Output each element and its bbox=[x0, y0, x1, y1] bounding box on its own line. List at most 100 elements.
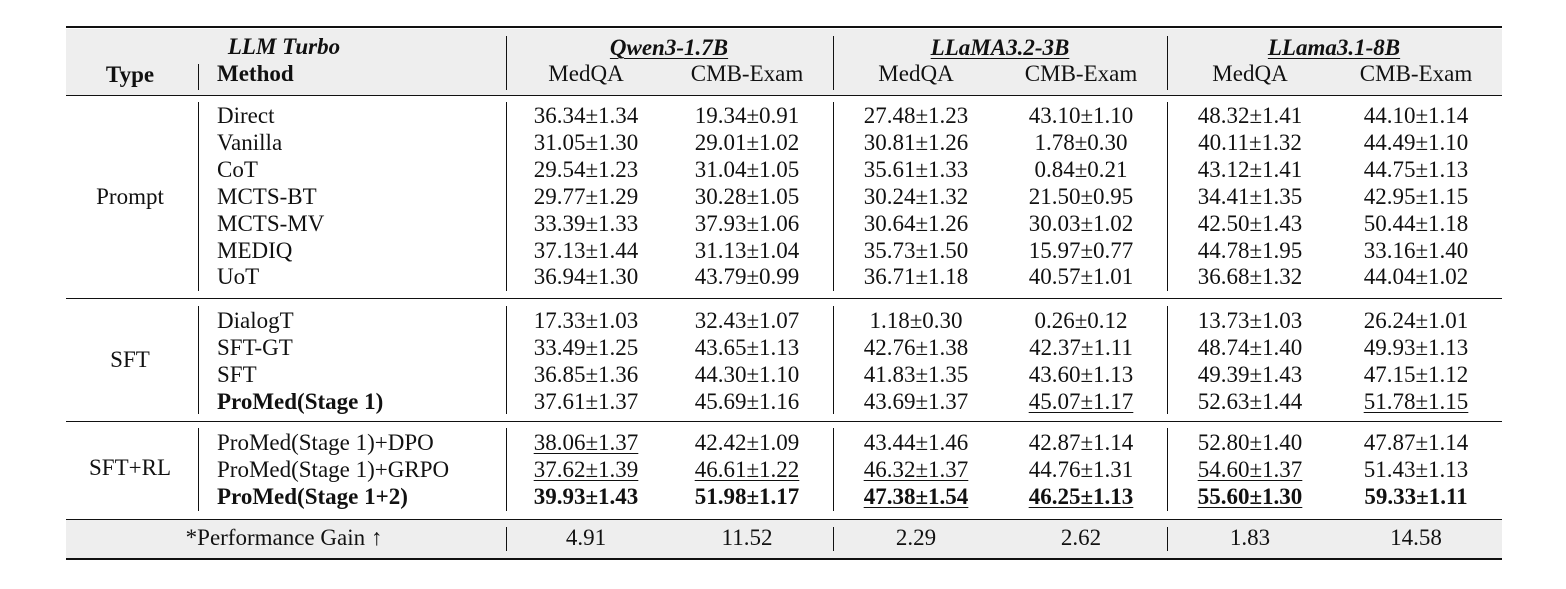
table-cell: 37.62±1.39 bbox=[533, 456, 639, 482]
table-cell: 13.73±1.03 bbox=[1197, 308, 1303, 333]
table-cell: 43.60±1.13 bbox=[1028, 361, 1134, 387]
vline-type-method-header bbox=[198, 64, 199, 90]
table-cell: 44.10±1.14 bbox=[1363, 103, 1469, 128]
table-cell: 44.04±1.02 bbox=[1363, 264, 1469, 290]
table-cell: 17.33±1.03 bbox=[533, 308, 639, 333]
table-cell: 41.83±1.35 bbox=[863, 361, 969, 387]
group-rule-prompt-sft bbox=[66, 298, 1502, 299]
vline-model-2-header bbox=[833, 36, 834, 90]
vline-model-1-header bbox=[506, 36, 507, 90]
header-model-3: LLama3.1-8B bbox=[1267, 35, 1401, 60]
group-rule-sft-rl bbox=[66, 421, 1502, 422]
table-cell: 46.61±1.22 bbox=[694, 456, 800, 482]
vline-model-1-prompt bbox=[506, 102, 507, 291]
vline-type-method-rl bbox=[198, 428, 199, 511]
table-cell: 31.05±1.30 bbox=[533, 129, 639, 155]
vline-model-1-rl bbox=[506, 428, 507, 511]
header-dataset-5: MedQA bbox=[1212, 61, 1288, 86]
vline-model-2-rl bbox=[833, 428, 834, 511]
table-cell: 44.75±1.13 bbox=[1363, 156, 1469, 182]
vline-model-3-header bbox=[1167, 36, 1168, 90]
table-cell: 55.60±1.30 bbox=[1197, 483, 1303, 509]
table-cell: 43.65±1.13 bbox=[694, 334, 800, 360]
table-cell: 37.93±1.06 bbox=[694, 210, 800, 236]
bottom-rule bbox=[66, 558, 1502, 560]
vline-type-method-prompt bbox=[198, 102, 199, 291]
vline-model-3-rl bbox=[1167, 428, 1168, 511]
table-cell: 33.49±1.25 bbox=[533, 334, 639, 360]
table-cell: 49.39±1.43 bbox=[1197, 361, 1303, 387]
header-rule bbox=[66, 95, 1502, 96]
table-cell: 51.98±1.17 bbox=[694, 483, 800, 509]
table-cell: 26.24±1.01 bbox=[1363, 308, 1469, 333]
table-cell: 37.13±1.44 bbox=[533, 237, 639, 263]
vline-model-3-prompt bbox=[1167, 102, 1168, 291]
vline-model-3-footer bbox=[1167, 527, 1168, 551]
header-type: Type bbox=[105, 62, 155, 87]
table-cell: 21.50±0.95 bbox=[1028, 183, 1134, 209]
footer-value: 11.52 bbox=[721, 525, 773, 550]
table-cell: 32.43±1.07 bbox=[694, 308, 800, 333]
table-cell: 43.10±1.10 bbox=[1028, 103, 1134, 128]
table-cell: 54.60±1.37 bbox=[1197, 456, 1303, 482]
header-dataset-2: CMB-Exam bbox=[690, 61, 804, 86]
table-cell: 47.87±1.14 bbox=[1363, 430, 1469, 455]
header-model-1: Qwen3-1.7B bbox=[609, 35, 729, 60]
group-type-label: SFT+RL bbox=[89, 455, 171, 480]
header-dataset-1: MedQA bbox=[548, 61, 624, 86]
method-label: MEDIQ bbox=[217, 237, 293, 263]
table-cell: 30.24±1.32 bbox=[863, 183, 969, 209]
top-rule bbox=[66, 26, 1502, 28]
table-cell: 45.07±1.17 bbox=[1028, 388, 1134, 414]
group-type-label: SFT bbox=[110, 347, 150, 372]
table-cell: 51.78±1.15 bbox=[1363, 388, 1469, 414]
vline-model-1-footer bbox=[506, 527, 507, 551]
header-dataset-6: CMB-Exam bbox=[1359, 61, 1473, 86]
method-label: Vanilla bbox=[217, 129, 283, 155]
table-cell: 31.13±1.04 bbox=[694, 237, 800, 263]
footer-label: *Performance Gain ↑ bbox=[185, 525, 383, 550]
table-cell: 15.97±0.77 bbox=[1028, 237, 1134, 263]
group-type-label: Prompt bbox=[96, 184, 164, 209]
table-cell: 42.50±1.43 bbox=[1197, 210, 1303, 236]
table-cell: 36.68±1.32 bbox=[1197, 264, 1303, 290]
table-cell: 45.69±1.16 bbox=[694, 388, 800, 414]
table-cell: 33.16±1.40 bbox=[1363, 237, 1469, 263]
table-cell: 42.87±1.14 bbox=[1028, 430, 1134, 455]
footer-value: 4.91 bbox=[565, 525, 607, 550]
method-label: DialogT bbox=[217, 308, 294, 333]
table-cell: 1.78±0.30 bbox=[1034, 129, 1128, 155]
method-label: MCTS-BT bbox=[217, 183, 317, 209]
table-cell: 31.04±1.05 bbox=[694, 156, 800, 182]
table-cell: 43.44±1.46 bbox=[863, 430, 969, 455]
footer-value: 2.29 bbox=[895, 525, 937, 550]
table-cell: 19.34±0.91 bbox=[694, 103, 800, 128]
table-cell: 29.01±1.02 bbox=[694, 129, 800, 155]
method-label: UoT bbox=[217, 264, 260, 290]
table-cell: 48.74±1.40 bbox=[1197, 334, 1303, 360]
table-cell: 48.32±1.41 bbox=[1197, 103, 1303, 128]
table-cell: 0.84±0.21 bbox=[1034, 156, 1128, 182]
table-cell: 50.44±1.18 bbox=[1363, 210, 1469, 236]
table-cell: 43.12±1.41 bbox=[1197, 156, 1303, 182]
table-cell: 47.38±1.54 bbox=[863, 483, 969, 509]
table-cell: 30.81±1.26 bbox=[863, 129, 969, 155]
table-cell: 33.39±1.33 bbox=[533, 210, 639, 236]
table-cell: 42.42±1.09 bbox=[694, 430, 800, 455]
table-cell: 46.32±1.37 bbox=[863, 456, 969, 482]
method-label: Direct bbox=[217, 103, 275, 128]
header-dataset-4: CMB-Exam bbox=[1024, 61, 1138, 86]
table-cell: 42.95±1.15 bbox=[1363, 183, 1469, 209]
method-label: CoT bbox=[217, 156, 258, 182]
table-cell: 36.94±1.30 bbox=[533, 264, 639, 290]
vline-type-method-sft bbox=[198, 306, 199, 414]
table-cell: 42.76±1.38 bbox=[863, 334, 969, 360]
method-label: ProMed(Stage 1)+GRPO bbox=[217, 456, 450, 482]
table-cell: 51.43±1.13 bbox=[1363, 456, 1469, 482]
table-cell: 43.69±1.37 bbox=[863, 388, 969, 414]
footer-rule bbox=[66, 519, 1502, 520]
method-label: SFT bbox=[217, 361, 257, 387]
table-cell: 38.06±1.37 bbox=[533, 430, 639, 455]
table-cell: 30.28±1.05 bbox=[694, 183, 800, 209]
table-cell: 47.15±1.12 bbox=[1363, 361, 1469, 387]
